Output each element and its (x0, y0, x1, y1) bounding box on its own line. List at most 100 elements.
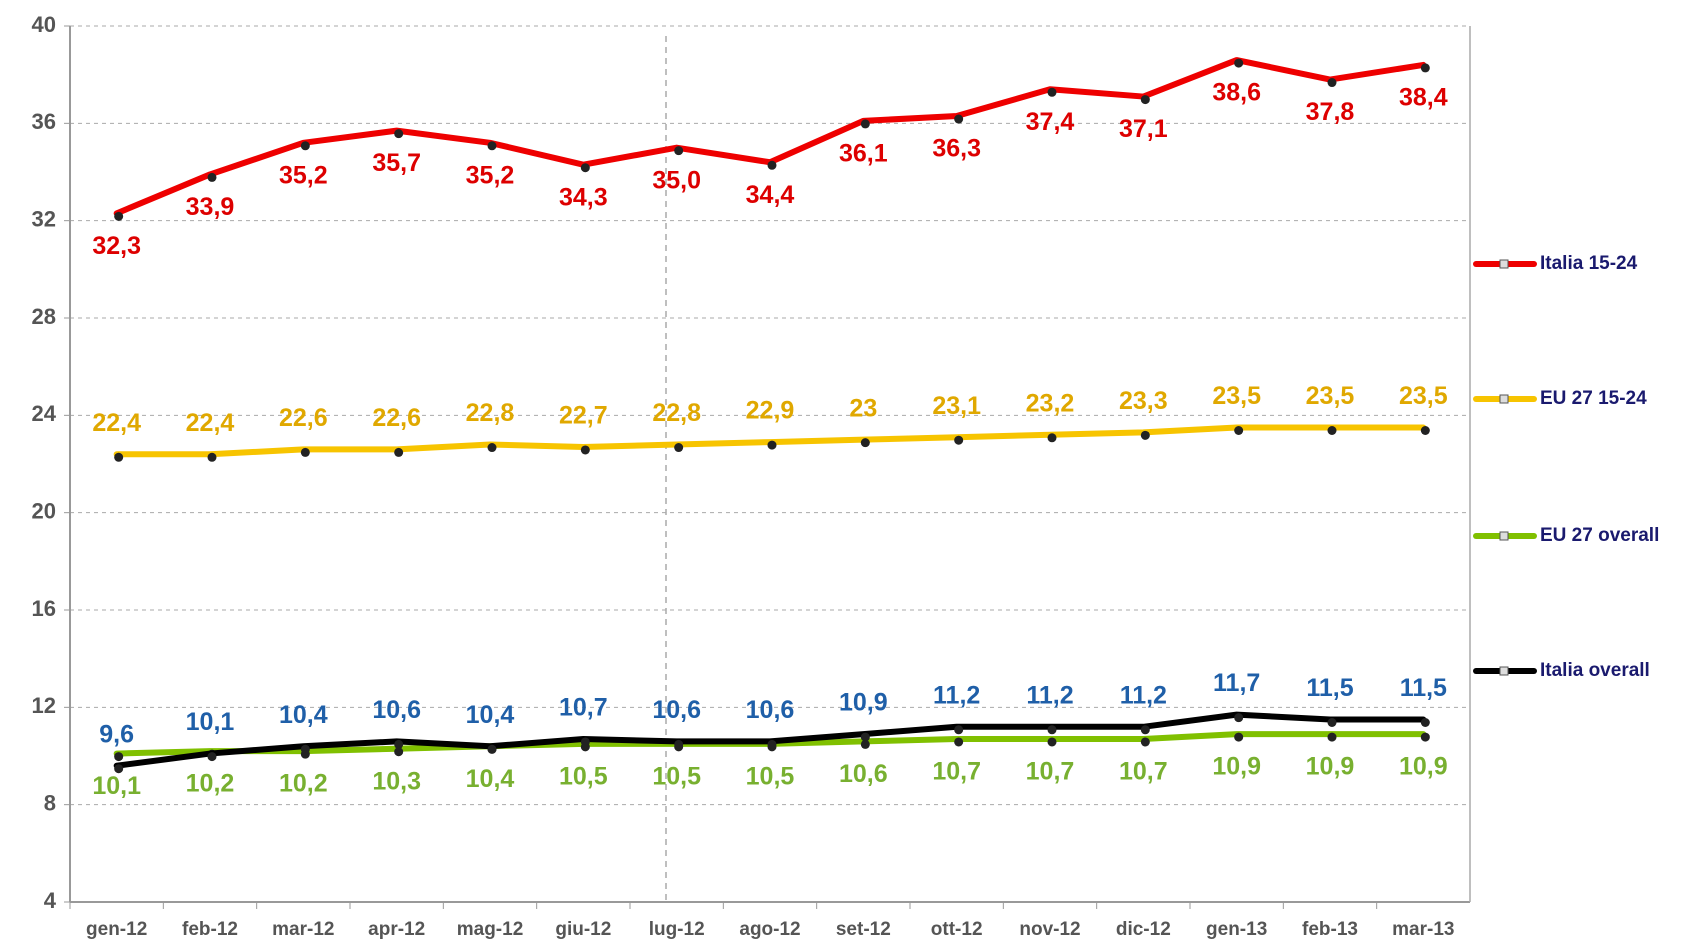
value-label: 10,7 (1026, 758, 1075, 786)
value-label: 34,3 (559, 183, 608, 211)
value-label: 36,3 (932, 135, 981, 163)
point (114, 452, 124, 462)
legend-label: Italia 15-24 (1540, 253, 1638, 274)
legend-marker (1499, 394, 1509, 404)
value-label: 22,6 (279, 404, 328, 432)
point (394, 747, 404, 757)
point (487, 744, 497, 754)
point (1420, 732, 1430, 742)
point (1234, 713, 1244, 723)
point (954, 435, 964, 445)
x-tick-label: lug-12 (649, 919, 705, 940)
legend-label: EU 27 overall (1540, 525, 1659, 546)
y-tick-label: 28 (32, 304, 56, 329)
point (1234, 426, 1244, 435)
value-label: 10,6 (746, 696, 795, 724)
point (860, 739, 870, 749)
value-label: 11,2 (1026, 681, 1073, 709)
value-label: 22,6 (372, 404, 421, 432)
x-tick-label: ott-12 (931, 919, 983, 940)
value-label: 10,4 (279, 701, 328, 729)
point (1047, 737, 1057, 747)
legend-marker (1499, 259, 1509, 269)
x-tick-label: giu-12 (555, 919, 611, 940)
value-label: 36,1 (839, 140, 888, 168)
value-label: 10,7 (932, 758, 981, 786)
value-label: 22,7 (559, 402, 608, 430)
point (394, 739, 404, 749)
value-label: 22,4 (186, 409, 235, 437)
point (1140, 95, 1150, 105)
point (580, 737, 590, 747)
point (1047, 725, 1057, 735)
point (954, 725, 964, 735)
legend-marker (1499, 666, 1509, 676)
value-label: 10,3 (372, 767, 421, 795)
x-tick-label: feb-13 (1302, 919, 1358, 940)
value-label: 10,9 (839, 689, 888, 717)
value-label: 10,9 (1399, 753, 1448, 781)
point (860, 119, 870, 129)
y-tick-label: 16 (32, 596, 56, 621)
value-label: 10,5 (746, 762, 795, 790)
value-label: 11,5 (1400, 674, 1447, 702)
value-label: 35,7 (372, 149, 421, 177)
value-label: 10,4 (466, 701, 515, 729)
y-tick-label: 4 (44, 888, 57, 913)
point (1327, 732, 1337, 742)
y-tick-label: 24 (32, 401, 57, 426)
y-tick-label: 32 (32, 206, 56, 231)
value-label: 34,4 (746, 181, 795, 209)
point (1327, 78, 1337, 88)
value-label: 23 (849, 394, 877, 422)
point (207, 752, 217, 762)
point (767, 440, 777, 450)
value-label: 23,5 (1212, 382, 1261, 410)
value-label: 37,8 (1306, 98, 1355, 126)
point (580, 163, 590, 173)
value-label: 38,6 (1212, 79, 1261, 107)
point (1420, 426, 1430, 435)
value-label: 11,7 (1213, 669, 1260, 697)
point (674, 443, 684, 453)
value-label: 23,3 (1119, 387, 1168, 415)
x-tick-label: mar-13 (1392, 919, 1454, 940)
value-label: 10,5 (652, 762, 701, 790)
value-label: 22,8 (652, 399, 701, 427)
value-label: 10,7 (559, 694, 608, 722)
value-label: 32,3 (92, 232, 141, 260)
point (860, 438, 870, 448)
value-label: 23,5 (1399, 382, 1448, 410)
point (394, 447, 404, 457)
x-tick-label: apr-12 (368, 919, 425, 940)
point (1420, 63, 1430, 73)
point (300, 141, 310, 151)
point (954, 737, 964, 747)
value-label: 37,1 (1119, 115, 1168, 143)
x-tick-label: feb-12 (182, 919, 238, 940)
value-label: 10,6 (839, 760, 888, 788)
point (1047, 433, 1057, 443)
point (1234, 58, 1244, 68)
point (114, 752, 124, 762)
point (767, 160, 777, 170)
point (1420, 718, 1430, 727)
value-label: 10,6 (652, 696, 701, 724)
value-label: 22,8 (466, 399, 515, 427)
value-label: 11,2 (933, 681, 980, 709)
value-label: 23,5 (1306, 382, 1355, 410)
value-label: 38,4 (1399, 84, 1448, 112)
value-label: 35,2 (466, 161, 515, 189)
y-tick-label: 12 (32, 693, 56, 718)
x-tick-label: mar-12 (272, 919, 334, 940)
point (207, 172, 217, 182)
x-tick-label: gen-12 (86, 919, 147, 940)
value-label: 22,4 (92, 409, 141, 437)
value-label: 10,4 (466, 765, 515, 793)
point (674, 739, 684, 749)
point (1327, 426, 1337, 435)
value-label: 10,9 (1306, 753, 1355, 781)
value-label: 10,9 (1212, 753, 1261, 781)
point (394, 129, 404, 139)
